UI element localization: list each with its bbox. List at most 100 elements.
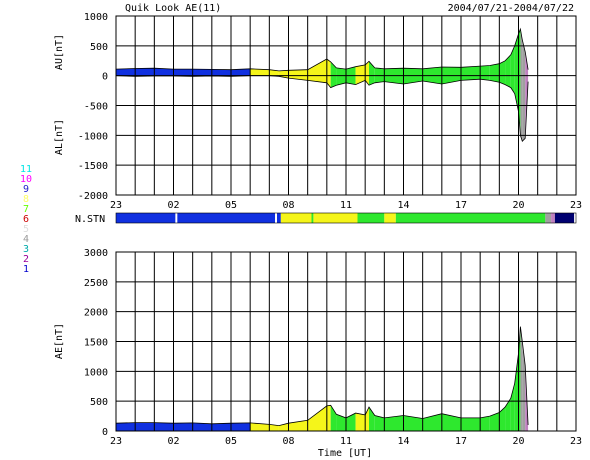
legend-count-11: 11 [20, 164, 32, 175]
au-al-band-segment [173, 69, 193, 77]
au-al-band-segment [355, 64, 366, 85]
au-al-band-segment [250, 68, 270, 76]
station-bar-segment [275, 213, 277, 223]
legend-count-5: 5 [23, 224, 29, 235]
au-al-band-segment [336, 67, 346, 86]
x-tick-label: 08 [282, 436, 294, 447]
ae-area-segment [499, 407, 506, 431]
y-tick-label: 2500 [84, 278, 108, 289]
station-bar-segment [384, 213, 396, 223]
ae-area-segment [231, 422, 251, 431]
legend-count-10: 10 [20, 174, 32, 185]
y-tick-label: 500 [90, 397, 108, 408]
ae-area-segment [520, 326, 523, 431]
al-series-line [115, 75, 529, 143]
ae-area-segment [489, 412, 500, 431]
station-bar-frame [115, 212, 577, 224]
y-tick-label: -1500 [78, 161, 108, 172]
y-tick-label: 0 [102, 427, 108, 438]
figure-title: Quik Look AE(11) [125, 3, 221, 14]
au-al-band-segment [520, 29, 523, 142]
station-bar-segment [280, 213, 312, 223]
ae-area-segment [514, 353, 519, 431]
y-tick-label: 3000 [84, 248, 108, 259]
station-count-bar [115, 212, 577, 224]
ae-area-segment [522, 341, 526, 431]
ae-area-segment [116, 422, 136, 431]
y-tick-label: 1000 [84, 12, 108, 23]
station-bar-segment [554, 213, 575, 223]
legend-count-7: 7 [23, 204, 29, 215]
au-al-band-segment [499, 60, 506, 85]
station-bar-segment [311, 213, 314, 223]
y-tick-label: 1000 [84, 367, 108, 378]
au-al-band-segment [489, 63, 500, 83]
ae-series-line [115, 326, 529, 427]
au-al-band-segment [269, 69, 279, 77]
ae-area-segment [374, 415, 385, 431]
x-tick-label: 23 [110, 200, 122, 211]
legend-count-4: 4 [23, 234, 29, 245]
ae-area-segment [307, 405, 327, 431]
au-series-line [115, 27, 529, 72]
au-al-band-segment [330, 61, 337, 88]
ae-area-segment [346, 413, 356, 431]
au-al-band-segment [307, 58, 327, 83]
legend-count-6: 6 [23, 214, 29, 225]
x-tick-label: 17 [455, 436, 467, 447]
plot-frame [115, 15, 577, 196]
ae-area-segment [326, 405, 331, 431]
x-tick-label: 23 [570, 436, 582, 447]
x-tick-label: 23 [570, 200, 582, 211]
station-bar-segment [277, 213, 281, 223]
au-al-band-segment [231, 68, 251, 77]
ae-area-segment [336, 414, 346, 431]
au-al-band-segment [116, 68, 136, 77]
y-tick-label: 500 [90, 42, 108, 53]
legend-count-8: 8 [23, 194, 29, 205]
x-tick-label: 20 [512, 436, 524, 447]
ae-area-segment [154, 422, 174, 431]
au-al-band-segment [480, 65, 490, 81]
station-bar-segment [175, 213, 178, 223]
legend-count-2: 2 [23, 254, 29, 265]
ae-area-segment [384, 415, 404, 431]
x-tick-label: 14 [397, 436, 409, 447]
x-tick-label: 14 [397, 200, 409, 211]
ae-axis-label: AE[nT] [54, 323, 65, 359]
ae-area-segment [355, 413, 366, 431]
x-tick-label: 05 [225, 200, 237, 211]
plot-frame [115, 251, 577, 432]
ae-area-segment [480, 416, 490, 431]
legend-count-9: 9 [23, 184, 29, 195]
y-tick-label: -1000 [78, 131, 108, 142]
ae-area-segment [441, 413, 461, 431]
station-bar-label: N.STN [75, 214, 105, 225]
ae-area-segment [269, 424, 279, 431]
au-al-band-segment [369, 61, 375, 86]
x-tick-label: 20 [512, 200, 524, 211]
x-tick-label: 11 [340, 436, 352, 447]
legend-count-1: 1 [23, 264, 29, 275]
x-tick-label: 05 [225, 436, 237, 447]
au-al-band-segment [288, 69, 308, 81]
x-tick-label: 02 [167, 200, 179, 211]
au-al-band-segment [522, 39, 526, 142]
x-tick-label: 02 [167, 436, 179, 447]
au-al-band-segment [365, 61, 369, 86]
ae-area-segment [461, 417, 481, 431]
al-axis-label: AL[nT] [54, 119, 65, 155]
ae-area-segment [369, 407, 375, 431]
ae-area-segment [211, 423, 231, 431]
au-al-band-segment [192, 69, 212, 77]
ae-area-segment [288, 420, 308, 431]
ae-area-segment [250, 422, 270, 431]
station-bar-segment [116, 213, 176, 223]
date-range: 2004/07/21-2004/07/22 [448, 3, 574, 14]
y-tick-label: -2000 [78, 191, 108, 202]
au-al-band-segment [211, 69, 231, 77]
